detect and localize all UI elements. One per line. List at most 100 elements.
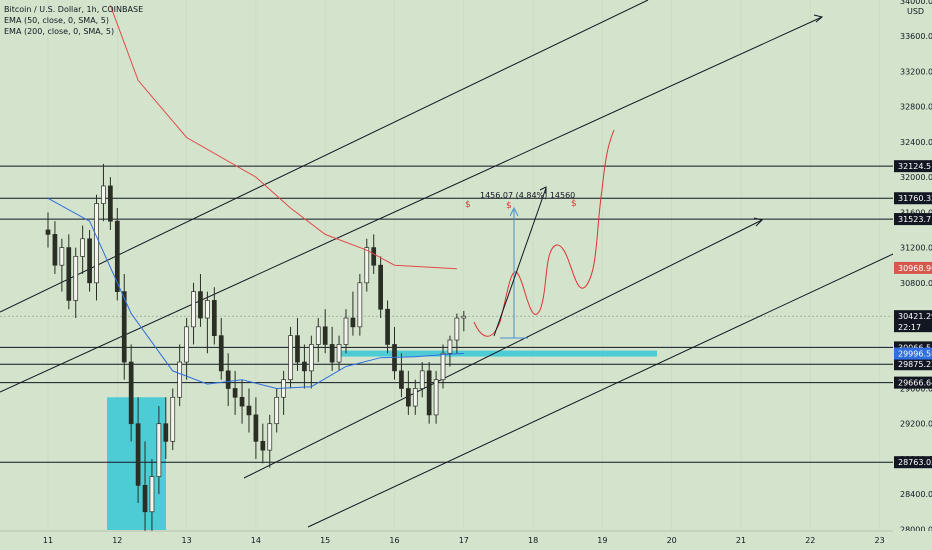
time-axis-bg bbox=[0, 531, 932, 550]
candle-body bbox=[308, 344, 314, 372]
level-tag-label: 32124.51 bbox=[898, 162, 932, 171]
candle-body bbox=[87, 238, 92, 284]
price-tag bbox=[894, 347, 932, 360]
candle-body bbox=[225, 370, 231, 389]
candle-body bbox=[329, 344, 335, 363]
candle-body bbox=[163, 423, 169, 442]
level-tag bbox=[894, 376, 932, 389]
candle-body bbox=[406, 388, 411, 407]
candle-body bbox=[419, 370, 425, 389]
price-tag-label: 29996.58 bbox=[898, 350, 932, 359]
candle-body bbox=[73, 256, 79, 301]
projection-path bbox=[473, 129, 615, 337]
candle-body bbox=[108, 185, 113, 222]
target-arrow bbox=[493, 187, 547, 337]
candle-body bbox=[59, 247, 65, 266]
price-tag-label: 30968.96 bbox=[898, 264, 932, 273]
symbol-title[interactable]: Bitcoin / U.S. Dollar, 1h, COINBASE bbox=[4, 5, 144, 14]
time-tick-label: 22 bbox=[805, 536, 815, 545]
candle-body bbox=[454, 317, 460, 341]
candle-body bbox=[170, 396, 176, 442]
candle-body bbox=[142, 485, 148, 513]
candle-body bbox=[198, 291, 203, 319]
candle-body bbox=[260, 440, 266, 451]
level-tag bbox=[894, 213, 932, 226]
support-zone bbox=[340, 350, 657, 357]
candle-body bbox=[426, 370, 432, 416]
channel-line bbox=[0, 16, 823, 393]
time-tick-label: 12 bbox=[112, 536, 122, 545]
candle-body bbox=[218, 335, 224, 372]
measure-arrowhead bbox=[509, 206, 519, 217]
price-tick-label: 33600.00 bbox=[900, 32, 932, 41]
chart-grid bbox=[47, 0, 880, 530]
ema50-line bbox=[47, 197, 464, 390]
price-tick-label: 31600.00 bbox=[900, 208, 932, 217]
candle-body bbox=[211, 300, 217, 336]
candle-body bbox=[302, 361, 307, 372]
candle-body bbox=[357, 282, 363, 328]
price-tick-label: 29600.00 bbox=[900, 384, 932, 393]
currency-label: USD bbox=[907, 7, 924, 16]
price-tick-label: 33200.00 bbox=[900, 67, 932, 76]
candle-body bbox=[246, 405, 252, 416]
candle-body bbox=[461, 315, 467, 319]
price-tick-label: 32800.00 bbox=[900, 103, 932, 112]
dollar-symbol: $ bbox=[506, 201, 512, 211]
candle-body bbox=[45, 229, 51, 235]
measure-label: 1456.07 (4.84%) 14560 bbox=[480, 191, 575, 200]
time-tick-label: 13 bbox=[182, 536, 192, 545]
time-tick-label: 11 bbox=[43, 536, 53, 545]
price-tick-label: 34000.00 bbox=[900, 0, 932, 6]
candle-body bbox=[267, 423, 273, 451]
time-tick-label: 18 bbox=[528, 536, 538, 545]
dollar-symbol: $ bbox=[571, 199, 577, 209]
channel-line bbox=[243, 219, 763, 479]
candle-body bbox=[412, 388, 418, 407]
time-tick-label: 21 bbox=[736, 536, 746, 545]
price-tick-label: 32400.00 bbox=[900, 138, 932, 147]
candle-body bbox=[433, 379, 439, 416]
candle-body bbox=[253, 414, 259, 442]
ema50-legend[interactable]: EMA (50, close, 0, SMA, 5) bbox=[4, 16, 109, 25]
projection-drawings: 1456.07 (4.84%) 14560$ $ $ bbox=[465, 129, 615, 339]
ema200-legend[interactable]: EMA (200, close, 0, SMA, 5) bbox=[4, 27, 115, 36]
candle-body bbox=[295, 335, 300, 363]
time-tick-label: 17 bbox=[459, 536, 469, 545]
candle-body bbox=[80, 238, 86, 257]
candle-body bbox=[343, 317, 349, 345]
dollar-symbol: $ bbox=[465, 200, 471, 210]
candle-body bbox=[239, 396, 245, 407]
arrowhead bbox=[813, 14, 824, 23]
arrowhead bbox=[753, 217, 763, 227]
price-tick-label: 28000.00 bbox=[900, 525, 932, 534]
level-tag-label: 29666.64 bbox=[898, 379, 932, 388]
price-tick-label: 32000.00 bbox=[900, 173, 932, 182]
channel-line bbox=[307, 253, 894, 528]
candlestick-series bbox=[45, 163, 467, 547]
time-tick-label: 19 bbox=[597, 536, 607, 545]
candle-body bbox=[128, 361, 134, 425]
ema200-line bbox=[109, 5, 457, 270]
candle-body bbox=[322, 326, 328, 345]
candle-body bbox=[364, 247, 370, 284]
chart-legend: Bitcoin / U.S. Dollar, 1h, COINBASE EMA … bbox=[4, 4, 143, 37]
price-tick-label: 28400.00 bbox=[900, 490, 932, 499]
time-axis[interactable]: 11 12 13 14 15 16 17 18 19 20 21 22 23 bbox=[0, 530, 932, 550]
level-tag-label: 28763.05 bbox=[898, 458, 932, 467]
price-tag-label: 30421.29 bbox=[898, 312, 932, 321]
candle-body bbox=[177, 361, 183, 398]
candle-body bbox=[385, 308, 390, 345]
candle-body bbox=[378, 264, 383, 310]
level-tag bbox=[894, 358, 932, 371]
time-tick-label: 15 bbox=[320, 536, 330, 545]
candle-body bbox=[156, 423, 162, 477]
time-tick-label: 14 bbox=[251, 536, 261, 545]
candle-body bbox=[114, 220, 120, 292]
candle-body bbox=[52, 234, 58, 266]
candle-body bbox=[94, 203, 99, 284]
candle-body bbox=[149, 476, 155, 513]
level-tag-label: 31523.71 bbox=[898, 215, 932, 224]
candle-body bbox=[447, 339, 453, 354]
